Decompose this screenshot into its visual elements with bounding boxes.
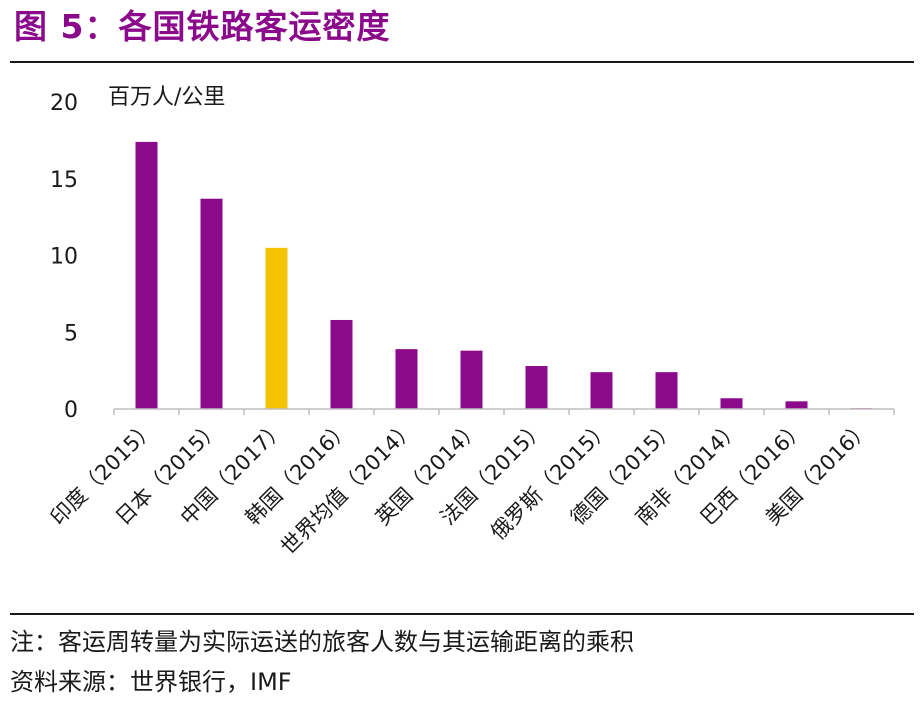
bar-3 [330, 319, 353, 409]
bar-2 [265, 247, 288, 409]
bar-10 [785, 401, 808, 409]
bar-5 [460, 350, 483, 409]
bar-7 [590, 372, 613, 409]
y-tick-label: 10 [50, 245, 78, 270]
bar-0 [135, 141, 158, 409]
y-axis-ticks: 0 5 10 15 20 [50, 91, 78, 423]
y-tick-label: 15 [50, 168, 78, 193]
x-axis-ticks [113, 409, 895, 415]
y-tick-label: 5 [64, 321, 78, 346]
bar-4 [395, 349, 418, 409]
y-axis-label: 百万人/公里 [108, 85, 225, 110]
bars [135, 141, 873, 410]
bar-8 [655, 372, 678, 409]
y-tick-label: 20 [50, 91, 78, 116]
footnote: 注：客运周转量为实际运送的旅客人数与其运输距离的乘积 [10, 628, 634, 656]
x-category-label: 俄罗斯（2015） [486, 416, 615, 545]
bar-9 [720, 398, 743, 409]
top-rule [10, 61, 914, 63]
bottom-rule [10, 613, 914, 615]
y-tick-label: 0 [64, 398, 78, 423]
bar-6 [525, 366, 548, 409]
figure-title: 图 5：各国铁路客运密度 [14, 7, 391, 46]
bar-1 [200, 198, 223, 409]
source-note: 资料来源：世界银行，IMF [10, 668, 292, 696]
x-axis-labels: 印度（2015）日本（2015）中国（2017）韩国（2016）世界均值（201… [46, 416, 875, 560]
bar-chart: 0 5 10 15 20 百万人/公里 印度（2015）日本（2015）中国（2017）… [46, 85, 895, 560]
